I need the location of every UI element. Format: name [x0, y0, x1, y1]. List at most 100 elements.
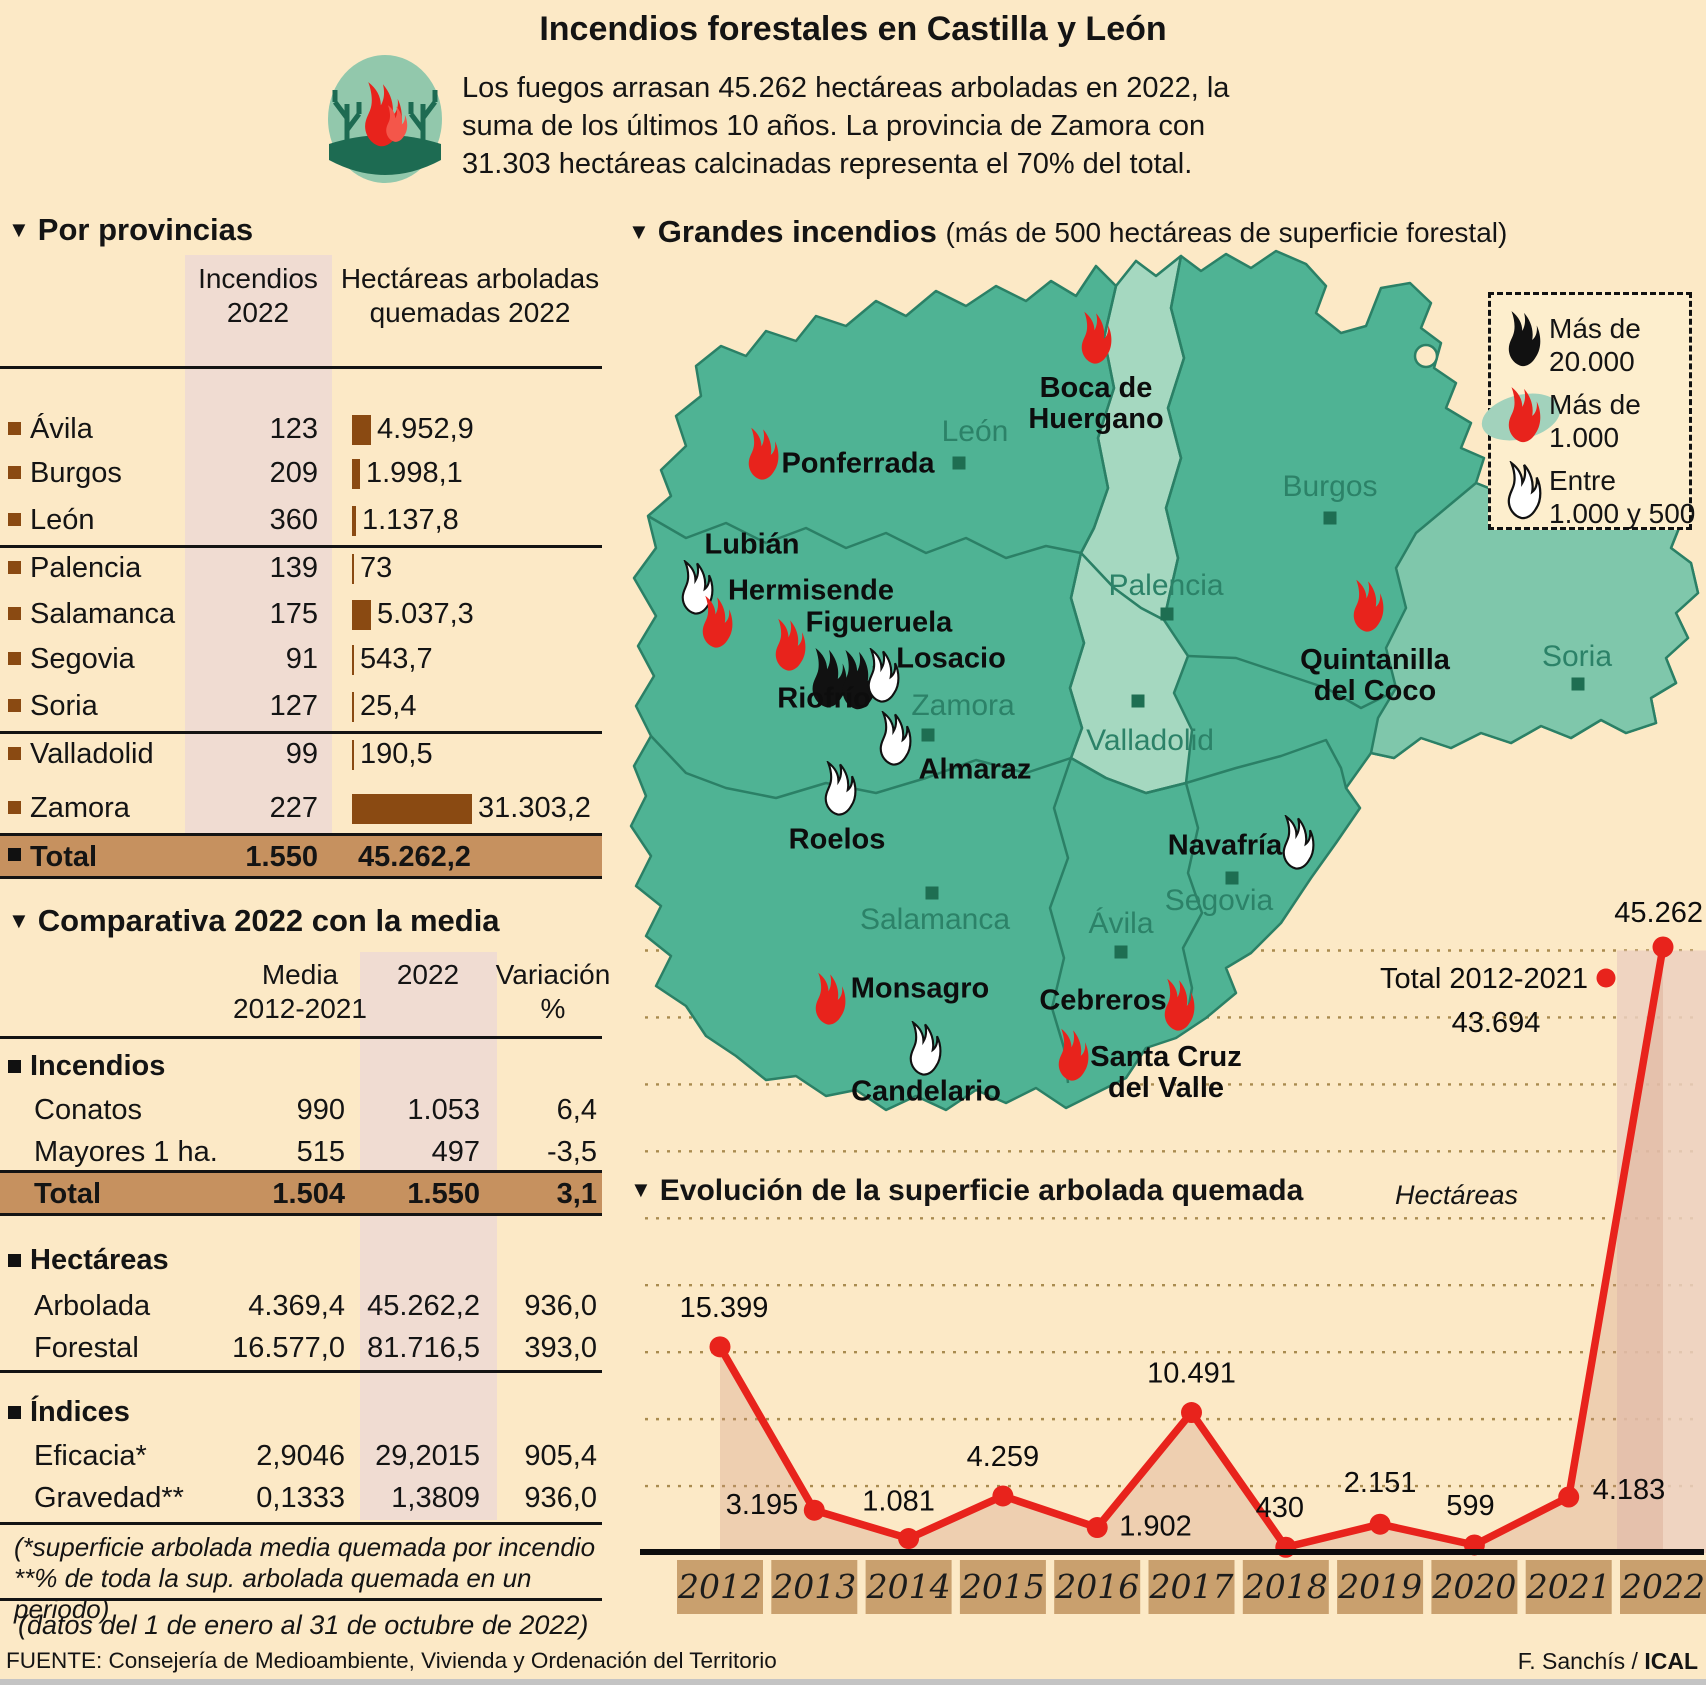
group-rule — [0, 1370, 602, 1373]
comparison-variation-value: 905,4 — [524, 1440, 597, 1472]
legend-flame-white-icon — [1507, 461, 1543, 521]
total-fires-value: 1.550 — [245, 841, 318, 873]
province-fires-value: 209 — [269, 457, 318, 489]
total-hectares-value: 45.262,2 — [358, 841, 471, 873]
province-name: Ávila — [30, 413, 93, 445]
group-rule — [0, 545, 602, 548]
comparison-row-label: Arbolada — [34, 1290, 151, 1322]
section-title-chart: ▼ Evolución de la superficie arbolada que… — [630, 1174, 1304, 1207]
province-fires-value: 227 — [269, 792, 318, 824]
province-bullet-icon — [8, 513, 21, 526]
comparison-2022-value: 29,2015 — [375, 1440, 480, 1472]
map-province-label: Burgos — [1282, 470, 1378, 503]
province-hectares-value: 31.303,2 — [478, 792, 591, 824]
legend-flame-red-icon — [1507, 385, 1543, 445]
fire-flame-red-icon — [1057, 1027, 1091, 1083]
province-hectares-value: 73 — [360, 552, 393, 584]
hectares-bar — [352, 740, 354, 770]
province-hectares-value: 5.037,3 — [377, 598, 474, 630]
fire-label-line: Santa Cruz — [1090, 1041, 1242, 1073]
fire-flame-white-icon — [867, 648, 901, 704]
province-bullet-icon — [8, 699, 21, 712]
comparison-row-label: Forestal — [34, 1332, 139, 1364]
province-name: León — [30, 504, 95, 536]
province-name: Segovia — [30, 643, 135, 675]
legend-label-line2: 20.000 — [1549, 346, 1635, 377]
comparison-2022-value: 497 — [431, 1136, 480, 1168]
fire-location-label: Navafría — [1167, 829, 1283, 862]
comparison-media-value: 1.504 — [272, 1178, 345, 1210]
flame-red-icon — [1353, 579, 1384, 632]
comparison-2022-value: 1,3809 — [391, 1482, 480, 1514]
comparison-row-label: Mayores 1 ha. — [34, 1136, 218, 1168]
fire-label-line: Navafría — [1167, 829, 1283, 862]
fire-label-line: del Valle — [1107, 1072, 1225, 1104]
map-subtitle: (más de 500 hectáreas de superficie fore… — [945, 217, 1508, 248]
hectares-bar — [352, 600, 371, 630]
fire-trees-icon — [328, 55, 442, 183]
col-header-variation: Variación — [495, 959, 611, 990]
footnote-rule — [0, 1598, 602, 1601]
header-rule — [0, 366, 602, 369]
fire-location-label: Monsagro — [851, 973, 990, 1005]
comparison-2022-value: 1.053 — [407, 1094, 480, 1126]
map-province-marker-icon — [921, 728, 935, 742]
map-province-marker-icon — [1160, 607, 1174, 621]
fire-location-label: Quintanilla del Coco — [1300, 645, 1450, 707]
comparison-group-heading: Índices — [30, 1396, 130, 1428]
comparison-2022-value: 1.550 — [407, 1178, 480, 1210]
total-bullet-icon — [8, 848, 21, 861]
flame-black-icon — [1508, 311, 1541, 367]
fire-label-line: Hermisende — [727, 574, 895, 607]
province-name: Valladolid — [30, 738, 154, 770]
flame-white-icon — [824, 761, 857, 816]
flame-red-icon — [1081, 311, 1112, 364]
fire-location-label: Lubián — [704, 529, 799, 561]
col-header-2022: 2022 — [396, 959, 460, 990]
map-province-marker-icon — [925, 886, 939, 900]
col-header-hectares-line2: quemadas 2022 — [369, 297, 571, 328]
map-province-marker-icon — [1571, 677, 1585, 691]
comparison-media-value: 2,9046 — [256, 1440, 345, 1472]
map-province-marker-icon — [1114, 945, 1128, 959]
flame-red-icon — [1508, 387, 1541, 443]
col-header-fires-line2: 2022 — [226, 297, 290, 328]
province-hectares-value: 1.137,8 — [362, 504, 459, 536]
fire-location-label: Roelos — [788, 823, 886, 856]
triangle-marker-icon: ▼ — [8, 217, 30, 242]
fire-flame-red-icon — [1352, 578, 1386, 634]
legend-item-label: Entre 1.000 y 500 — [1549, 464, 1695, 530]
legend-label-line1: Entre — [1549, 465, 1616, 496]
intro-line-2: suma de los últimos 10 años. La provinci… — [462, 110, 1206, 142]
fire-location-label: Hermisende — [727, 574, 895, 607]
map-province-label: Zamora — [911, 689, 1015, 722]
provinces-table: Incendios 2022 Hectáreas arboladas quemadas… — [0, 0, 602, 900]
map-trevino-enclave — [1413, 343, 1439, 369]
fire-location-label: Ponferrada — [781, 448, 934, 480]
group-bullet-icon — [8, 1406, 21, 1419]
triangle-marker-icon: ▼ — [628, 219, 650, 244]
map-province-label: Ávila — [1088, 907, 1154, 940]
legend-flame-black-icon — [1507, 309, 1543, 369]
province-hectares-value: 190,5 — [360, 738, 433, 770]
fire-flame-white-icon — [909, 1021, 943, 1077]
comparison-variation-value: 936,0 — [524, 1482, 597, 1514]
hectares-bar — [352, 645, 354, 675]
fire-location-label: Candelario — [851, 1076, 1001, 1108]
fire-flame-red-icon — [814, 971, 848, 1027]
flame-white-icon — [1282, 815, 1315, 870]
map-province-label: Salamanca — [859, 903, 1011, 936]
source-note: FUENTE: Consejería de Medioambiente, Viv… — [6, 1648, 777, 1673]
comparison-variation-value: 393,0 — [524, 1332, 597, 1364]
comparison-group-heading: Incendios — [30, 1050, 166, 1082]
section-title-provinces: ▼ Por provincias — [8, 212, 254, 247]
fire-label-line: Losacio — [896, 642, 1006, 675]
province-bullet-icon — [8, 747, 21, 760]
fire-label-line: Roelos — [788, 823, 886, 856]
flame-red-icon — [1058, 1028, 1089, 1081]
section-title-map: ▼ Grandes incendios (más de 500 hectáreas… — [628, 214, 1508, 249]
flame-white-icon — [1507, 461, 1542, 520]
fires-column-highlight — [185, 255, 332, 833]
group-bullet-icon — [8, 1254, 21, 1267]
